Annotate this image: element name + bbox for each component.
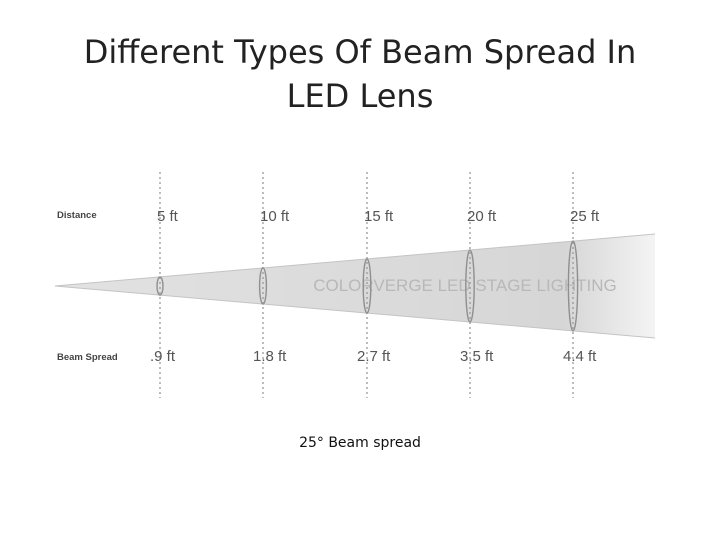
title-line-2: LED Lens [286, 77, 434, 115]
spread-value: 4.4 ft [563, 348, 597, 365]
caption: 25° Beam spread [299, 435, 421, 451]
beam-lower-edge [54, 285, 656, 339]
beam-spread-row-label: Beam Spread [57, 352, 118, 363]
distance-value: 10 ft [260, 208, 290, 225]
distance-stations: 5 ft .9 ft 10 ft 1.8 ft 15 ft 2.7 ft 20 ft 3.5 … [150, 172, 600, 398]
distance-value: 20 ft [467, 208, 497, 225]
spread-value: 2.7 ft [357, 348, 391, 365]
beam-cross-section [567, 240, 579, 332]
spread-value: 1.8 ft [253, 348, 287, 365]
beam-cross-section [362, 258, 372, 314]
distance-row-label: Distance [57, 210, 97, 221]
watermark-text: COLORVERGE LED STAGE LIGHTING [313, 276, 617, 295]
title-line-1: Different Types Of Beam Spread In [83, 33, 637, 71]
beam-cross-section [465, 249, 475, 323]
distance-value: 15 ft [364, 208, 394, 225]
spread-value: 3.5 ft [460, 348, 494, 365]
page-title: Different Types Of Beam Spread In LED Le… [0, 30, 720, 118]
spread-value: .9 ft [150, 348, 176, 365]
beam-upper-edge [54, 233, 656, 287]
beam-cross-section [258, 267, 268, 305]
distance-value: 25 ft [570, 208, 600, 225]
light-beam-cone [55, 234, 655, 338]
distance-value: 5 ft [157, 208, 179, 225]
beam-cross-section [156, 276, 164, 296]
beam-spread-diagram: COLORVERGE LED STAGE LIGHTING Distance B… [54, 172, 656, 398]
